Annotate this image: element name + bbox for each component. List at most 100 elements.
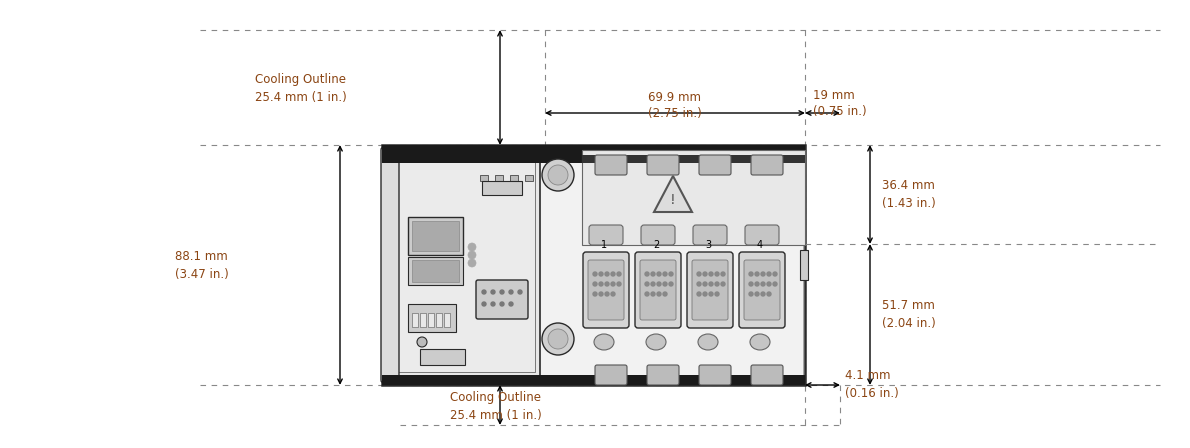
Polygon shape (654, 176, 693, 212)
Circle shape (482, 290, 486, 294)
Bar (412, 221, 459, 251)
FancyBboxPatch shape (693, 260, 728, 320)
Circle shape (703, 292, 707, 296)
Circle shape (518, 290, 522, 294)
Bar (480, 175, 488, 181)
Circle shape (468, 251, 476, 259)
FancyBboxPatch shape (589, 225, 624, 245)
Circle shape (610, 282, 615, 286)
Circle shape (605, 282, 609, 286)
Circle shape (749, 292, 753, 296)
Ellipse shape (594, 334, 614, 350)
FancyBboxPatch shape (751, 155, 783, 175)
Circle shape (610, 292, 615, 296)
FancyBboxPatch shape (647, 155, 679, 175)
Circle shape (754, 282, 759, 286)
Ellipse shape (646, 334, 666, 350)
Text: (1.43 in.): (1.43 in.) (882, 197, 935, 210)
Bar (395, 158, 536, 372)
Circle shape (657, 282, 660, 286)
Bar (495, 175, 503, 181)
Circle shape (754, 272, 759, 276)
FancyBboxPatch shape (739, 252, 785, 328)
Circle shape (709, 282, 713, 286)
Bar (428, 313, 434, 327)
Circle shape (645, 272, 649, 276)
Circle shape (774, 282, 777, 286)
Circle shape (697, 272, 701, 276)
Circle shape (599, 272, 603, 276)
Circle shape (651, 292, 655, 296)
Circle shape (549, 165, 568, 185)
Text: 4: 4 (757, 240, 763, 250)
Circle shape (599, 282, 603, 286)
Circle shape (593, 282, 597, 286)
FancyBboxPatch shape (595, 155, 627, 175)
Bar (525, 175, 533, 181)
Circle shape (651, 272, 655, 276)
Bar (408, 217, 463, 255)
Circle shape (768, 282, 771, 286)
Circle shape (491, 302, 495, 306)
Circle shape (669, 282, 674, 286)
Circle shape (703, 282, 707, 286)
FancyBboxPatch shape (744, 260, 779, 320)
Bar (412, 313, 418, 327)
Bar (420, 313, 426, 327)
Circle shape (549, 329, 568, 349)
Circle shape (697, 292, 701, 296)
Text: Cooling Outline: Cooling Outline (255, 73, 346, 86)
Bar (382, 375, 804, 385)
Circle shape (715, 272, 719, 276)
Ellipse shape (750, 334, 770, 350)
Circle shape (754, 292, 759, 296)
Text: 25.4 mm (1 in.): 25.4 mm (1 in.) (450, 409, 541, 422)
Text: 25.4 mm (1 in.): 25.4 mm (1 in.) (255, 91, 346, 104)
Circle shape (697, 282, 701, 286)
FancyBboxPatch shape (640, 260, 676, 320)
Circle shape (709, 292, 713, 296)
Circle shape (721, 282, 725, 286)
Bar (420, 349, 465, 365)
Circle shape (468, 243, 476, 251)
Text: 1: 1 (601, 240, 607, 250)
Circle shape (721, 272, 725, 276)
Circle shape (599, 292, 603, 296)
Bar (444, 313, 450, 327)
Text: (2.04 in.): (2.04 in.) (882, 317, 935, 330)
Text: 51.7 mm: 51.7 mm (882, 299, 935, 312)
Circle shape (482, 302, 486, 306)
Circle shape (541, 323, 574, 355)
Bar (408, 304, 456, 332)
FancyBboxPatch shape (595, 365, 627, 385)
Circle shape (468, 259, 476, 267)
Circle shape (657, 272, 660, 276)
Circle shape (715, 292, 719, 296)
Circle shape (645, 282, 649, 286)
FancyBboxPatch shape (583, 252, 630, 328)
Bar (390, 153, 540, 377)
FancyBboxPatch shape (476, 280, 528, 319)
Circle shape (749, 282, 753, 286)
Bar (582, 150, 804, 245)
Circle shape (760, 292, 765, 296)
Text: (0.75 in.): (0.75 in.) (813, 104, 866, 117)
FancyBboxPatch shape (745, 225, 779, 245)
Circle shape (605, 292, 609, 296)
FancyBboxPatch shape (699, 365, 731, 385)
Circle shape (703, 272, 707, 276)
Circle shape (645, 292, 649, 296)
Circle shape (663, 292, 668, 296)
Ellipse shape (699, 334, 718, 350)
Circle shape (416, 337, 427, 347)
Circle shape (768, 272, 771, 276)
Circle shape (616, 272, 621, 276)
Circle shape (593, 292, 597, 296)
FancyBboxPatch shape (641, 225, 675, 245)
Text: 3: 3 (704, 240, 712, 250)
FancyBboxPatch shape (635, 252, 681, 328)
Text: 19 mm: 19 mm (813, 89, 854, 102)
FancyBboxPatch shape (751, 365, 783, 385)
Text: 88.1 mm: 88.1 mm (175, 250, 227, 263)
Text: 2: 2 (653, 240, 659, 250)
